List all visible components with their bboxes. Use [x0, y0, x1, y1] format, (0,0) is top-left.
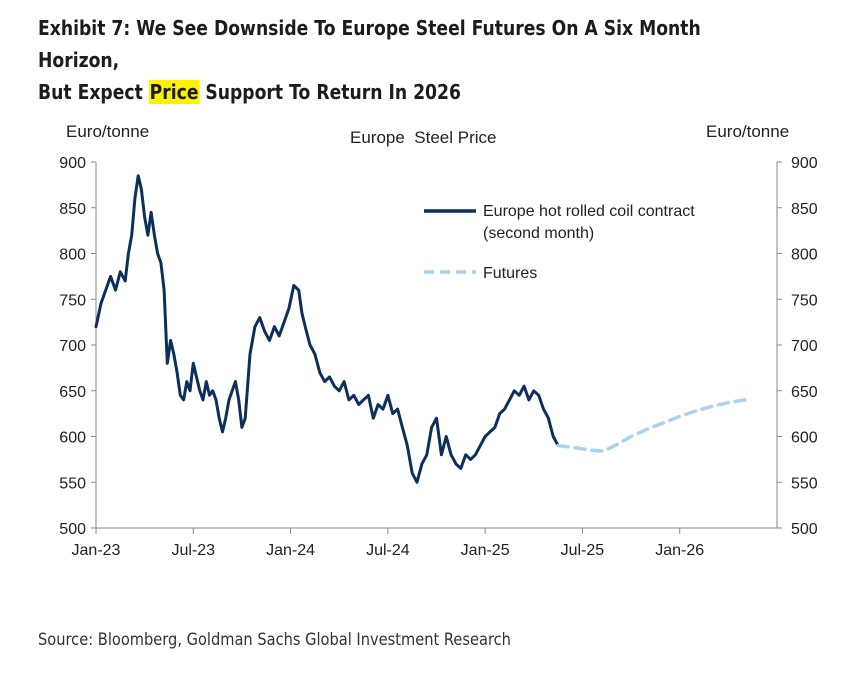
x-tick-label: Jan-24	[266, 542, 315, 559]
y-tick-label-right: 800	[791, 247, 818, 264]
y-tick-label-right: 700	[791, 338, 818, 355]
y-tick-label-right: 500	[791, 521, 818, 538]
title-line-2-before: But Expect	[38, 80, 149, 104]
series-line-futures	[556, 398, 747, 453]
y-tick-label-left: 750	[59, 292, 86, 309]
legend-label-hrc: Europe hot rolled coil contract	[483, 203, 695, 220]
legend-label-hrc-sub: (second month)	[483, 225, 594, 242]
chart-inner-title: Europe Steel Price	[350, 128, 496, 147]
legend: Europe hot rolled coil contract (second …	[424, 203, 695, 282]
y-tick-label-left: 700	[59, 338, 86, 355]
y-tick-label-left: 850	[59, 201, 86, 218]
x-tick-label: Jul-24	[366, 542, 410, 559]
x-tick-label: Jan-26	[655, 542, 704, 559]
series-layer	[94, 174, 747, 484]
title-line-2-after: Support To Return In 2026	[199, 80, 461, 104]
y-tick-label-left: 650	[59, 384, 86, 401]
source-note: Source: Bloomberg, Goldman Sachs Global …	[38, 630, 511, 650]
y-tick-label-right: 850	[791, 201, 818, 218]
x-tick-label: Jul-25	[561, 542, 605, 559]
legend-label-futures: Futures	[483, 265, 537, 282]
y-tick-label-left: 550	[59, 475, 86, 492]
y-tick-label-left: 500	[59, 521, 86, 538]
title-highlight: Price	[148, 80, 200, 104]
y-tick-label-right: 550	[791, 475, 818, 492]
y-tick-label-right: 600	[791, 430, 818, 447]
y-tick-label-left: 900	[59, 155, 86, 172]
y-axis-left-label: Euro/tonne	[66, 122, 149, 141]
axes: 500 500 550 550 600 600 650 650 700 700 750 750 800 8…	[59, 155, 818, 559]
x-tick-label: Jan-23	[72, 542, 121, 559]
series-line-hot-rolled-coil	[94, 174, 560, 484]
x-tick-label: Jan-25	[461, 542, 510, 559]
title-line-1: Exhibit 7: We See Downside To Europe Ste…	[38, 16, 701, 72]
y-tick-label-right: 650	[791, 384, 818, 401]
title-line-2: But Expect Price Support To Return In 20…	[38, 76, 726, 108]
y-tick-label-left: 800	[59, 247, 86, 264]
y-tick-label-left: 600	[59, 430, 86, 447]
chart-title: Exhibit 7: We See Downside To Europe Ste…	[38, 12, 726, 108]
y-axis-right-label: Euro/tonne	[706, 122, 789, 141]
x-tick-label: Jul-23	[171, 542, 215, 559]
y-tick-label-right: 900	[791, 155, 818, 172]
y-tick-label-right: 750	[791, 292, 818, 309]
